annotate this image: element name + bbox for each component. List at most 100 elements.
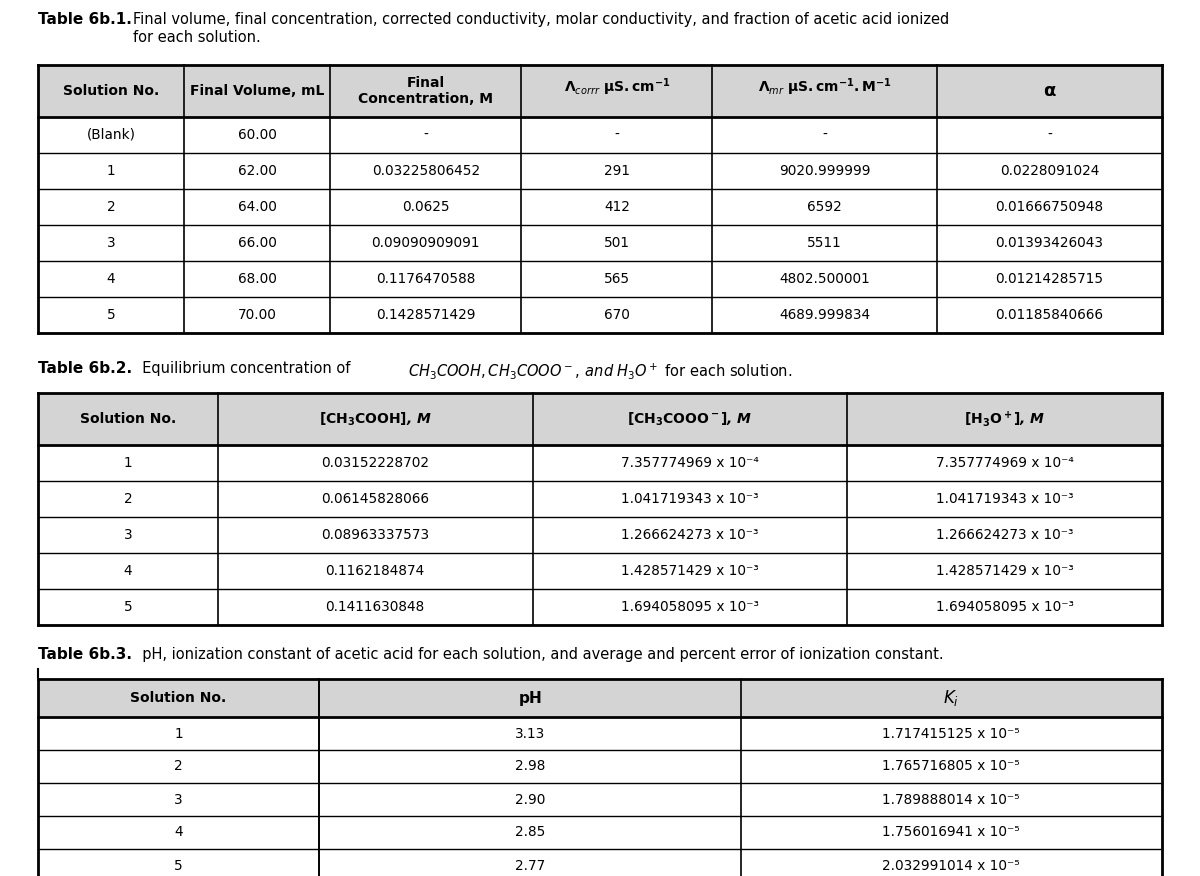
Text: -: - — [1048, 128, 1052, 142]
Text: -: - — [822, 128, 827, 142]
Text: 0.1411630848: 0.1411630848 — [325, 600, 425, 614]
Text: $\mathbf{[CH_3COOO^-]}$, M: $\mathbf{[CH_3COOO^-]}$, M — [628, 410, 752, 427]
Bar — [38, 117, 1162, 153]
Text: Table 6b.1.: Table 6b.1. — [38, 12, 132, 27]
Text: $\mathbf{\Lambda}_{corrr}$ $\mathbf{\mu S.cm^{-1}}$: $\mathbf{\Lambda}_{corrr}$ $\mathbf{\mu … — [564, 76, 670, 98]
Text: 2.032991014 x 10⁻⁵: 2.032991014 x 10⁻⁵ — [882, 858, 1020, 872]
Text: 66.00: 66.00 — [238, 236, 277, 250]
Text: 0.09090909091: 0.09090909091 — [372, 236, 480, 250]
Text: 4689.999834: 4689.999834 — [779, 308, 870, 322]
Bar — [38, 261, 1162, 297]
Text: 0.01393426043: 0.01393426043 — [996, 236, 1104, 250]
Text: 9020.999999: 9020.999999 — [779, 164, 870, 178]
Bar — [38, 189, 1162, 225]
Text: 1.717415125 x 10⁻⁵: 1.717415125 x 10⁻⁵ — [882, 726, 1020, 740]
Text: Final Volume, mL: Final Volume, mL — [190, 84, 324, 98]
Bar — [38, 717, 1162, 750]
Bar — [38, 517, 1162, 553]
Text: 4: 4 — [124, 564, 132, 578]
Text: 3: 3 — [107, 236, 115, 250]
Text: Solution No.: Solution No. — [62, 84, 160, 98]
Text: 2.98: 2.98 — [515, 759, 545, 774]
Text: 2.90: 2.90 — [515, 793, 545, 807]
Bar — [38, 589, 1162, 625]
Text: 2: 2 — [174, 759, 182, 774]
Text: 0.01214285715: 0.01214285715 — [996, 272, 1104, 286]
Text: 4802.500001: 4802.500001 — [780, 272, 870, 286]
Text: 1.756016941 x 10⁻⁵: 1.756016941 x 10⁻⁵ — [882, 825, 1020, 839]
Text: 0.0625: 0.0625 — [402, 200, 450, 214]
Text: 1: 1 — [124, 456, 132, 470]
Text: 68.00: 68.00 — [238, 272, 277, 286]
Text: 0.01185840666: 0.01185840666 — [996, 308, 1104, 322]
Text: 1.428571429 x 10⁻³: 1.428571429 x 10⁻³ — [622, 564, 758, 578]
Text: 1: 1 — [107, 164, 115, 178]
Text: for each solution.: for each solution. — [133, 30, 260, 45]
Text: 565: 565 — [604, 272, 630, 286]
Bar — [38, 816, 1162, 849]
Text: $\mathit{CH_3COOH, CH_3COOO^-, \,and\; H_3O^+}$ for each solution.: $\mathit{CH_3COOH, CH_3COOO^-, \,and\; H… — [408, 361, 792, 381]
Text: 0.1428571429: 0.1428571429 — [376, 308, 475, 322]
Text: 5: 5 — [124, 600, 132, 614]
Text: Solution No.: Solution No. — [131, 691, 227, 705]
Text: 1: 1 — [174, 726, 182, 740]
Text: Solution No.: Solution No. — [79, 412, 176, 426]
Text: 1.789888014 x 10⁻⁵: 1.789888014 x 10⁻⁵ — [882, 793, 1020, 807]
Text: 60.00: 60.00 — [238, 128, 277, 142]
Text: 2: 2 — [107, 200, 115, 214]
Text: 0.08963337573: 0.08963337573 — [322, 528, 430, 542]
Text: 1.428571429 x 10⁻³: 1.428571429 x 10⁻³ — [936, 564, 1074, 578]
Text: 1.041719343 x 10⁻³: 1.041719343 x 10⁻³ — [936, 492, 1074, 506]
Text: 62.00: 62.00 — [238, 164, 277, 178]
Bar — [38, 783, 1162, 816]
Text: 4: 4 — [174, 825, 182, 839]
Text: 0.0228091024: 0.0228091024 — [1000, 164, 1099, 178]
Text: 6592: 6592 — [808, 200, 842, 214]
Text: 1.041719343 x 10⁻³: 1.041719343 x 10⁻³ — [622, 492, 758, 506]
Text: $\mathit{K_i}$: $\mathit{K_i}$ — [943, 688, 959, 708]
Text: $\mathit{\mathbf{pH}}$: $\mathit{\mathbf{pH}}$ — [517, 689, 542, 708]
Text: 2.77: 2.77 — [515, 858, 545, 872]
Bar — [38, 445, 1162, 481]
Bar — [38, 553, 1162, 589]
Text: 0.1162184874: 0.1162184874 — [325, 564, 425, 578]
Text: 0.03225806452: 0.03225806452 — [372, 164, 480, 178]
Text: -: - — [614, 128, 619, 142]
Bar — [38, 849, 1162, 876]
Text: 70.00: 70.00 — [238, 308, 277, 322]
Text: Final volume, final concentration, corrected conductivity, molar conductivity, a: Final volume, final concentration, corre… — [133, 12, 949, 27]
Bar — [38, 225, 1162, 261]
Text: $\mathbf{\alpha}$: $\mathbf{\alpha}$ — [1043, 82, 1056, 100]
Bar — [38, 65, 1162, 117]
Text: (Blank): (Blank) — [86, 128, 136, 142]
Text: 64.00: 64.00 — [238, 200, 277, 214]
Text: Equilibrium concentration of: Equilibrium concentration of — [133, 361, 355, 376]
Bar — [38, 393, 1162, 445]
Text: Final
Concentration, M: Final Concentration, M — [359, 76, 493, 106]
Text: 5: 5 — [174, 858, 182, 872]
Text: 0.03152228702: 0.03152228702 — [322, 456, 430, 470]
Bar — [38, 153, 1162, 189]
Text: 5511: 5511 — [808, 236, 842, 250]
Text: $\mathbf{\Lambda}_{mr}$ $\mathbf{\mu S.cm^{-1}.M^{-1}}$: $\mathbf{\Lambda}_{mr}$ $\mathbf{\mu S.c… — [757, 76, 892, 98]
Text: 1.694058095 x 10⁻³: 1.694058095 x 10⁻³ — [620, 600, 758, 614]
Bar — [38, 481, 1162, 517]
Text: 3: 3 — [174, 793, 182, 807]
Text: 291: 291 — [604, 164, 630, 178]
Text: 501: 501 — [604, 236, 630, 250]
Text: 7.357774969 x 10⁻⁴: 7.357774969 x 10⁻⁴ — [620, 456, 758, 470]
Text: 1.266624273 x 10⁻³: 1.266624273 x 10⁻³ — [936, 528, 1073, 542]
Text: 412: 412 — [604, 200, 630, 214]
Bar — [38, 679, 1162, 717]
Text: 0.01666750948: 0.01666750948 — [996, 200, 1104, 214]
Text: 4: 4 — [107, 272, 115, 286]
Text: 1.266624273 x 10⁻³: 1.266624273 x 10⁻³ — [622, 528, 758, 542]
Text: 5: 5 — [107, 308, 115, 322]
Text: $\mathbf{[H_3O^+]}$, M: $\mathbf{[H_3O^+]}$, M — [964, 409, 1045, 429]
Text: 2: 2 — [124, 492, 132, 506]
Text: 7.357774969 x 10⁻⁴: 7.357774969 x 10⁻⁴ — [936, 456, 1074, 470]
Text: 3: 3 — [124, 528, 132, 542]
Text: 1.765716805 x 10⁻⁵: 1.765716805 x 10⁻⁵ — [882, 759, 1020, 774]
Text: 0.1176470588: 0.1176470588 — [376, 272, 475, 286]
Text: Table 6b.3.: Table 6b.3. — [38, 647, 132, 662]
